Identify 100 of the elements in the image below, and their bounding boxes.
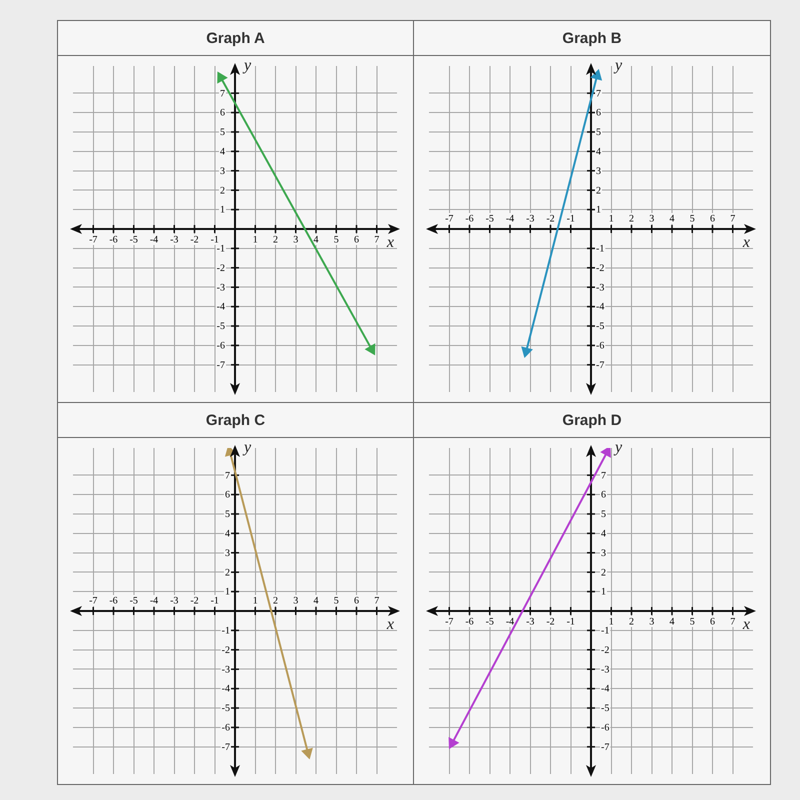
x-tick-label: 2 xyxy=(629,616,634,628)
y-tick-label: 3 xyxy=(220,166,224,177)
y-tick-label: 6 xyxy=(601,490,606,501)
y-tick-label: 2 xyxy=(224,567,230,578)
x-tick-label: -2 xyxy=(546,214,555,225)
chart-title: Graph C xyxy=(206,412,266,428)
x-tick-label: -5 xyxy=(129,596,138,607)
x-tick-label: 1 xyxy=(252,234,258,246)
x-tick-label: -7 xyxy=(445,616,454,628)
x-tick-label: 5 xyxy=(690,214,695,225)
x-tick-label: 1 xyxy=(252,596,258,607)
y-tick-label: 7 xyxy=(224,470,230,482)
x-tick-label: 5 xyxy=(333,234,338,246)
y-tick-label: -1 xyxy=(596,244,604,255)
chart-title: Graph B xyxy=(562,30,622,46)
x-tick-label: 4 xyxy=(670,214,674,225)
x-tick-label: 6 xyxy=(710,214,715,225)
x-tick-label: -5 xyxy=(129,234,138,246)
x-tick-label: -4 xyxy=(506,214,514,225)
y-tick-label: 7 xyxy=(220,88,224,100)
x-tick-label: 4 xyxy=(313,596,318,607)
x-tick-label: 2 xyxy=(272,596,278,607)
x-tick-label: 6 xyxy=(710,616,715,628)
x-tick-label: -2 xyxy=(190,596,198,607)
y-tick-label: -3 xyxy=(221,664,230,676)
y-tick-label: -5 xyxy=(216,321,225,332)
x-axis-title: x xyxy=(742,234,750,252)
y-tick-label: -7 xyxy=(221,742,230,753)
y-tick-label: -4 xyxy=(596,302,604,313)
y-tick-label: 6 xyxy=(224,490,230,501)
y-tick-label: 7 xyxy=(596,88,601,100)
y-tick-label: 6 xyxy=(220,108,224,119)
y-tick-label: 1 xyxy=(220,204,224,216)
x-tick-label: -4 xyxy=(506,616,514,628)
y-tick-label: -6 xyxy=(221,722,230,734)
x-tick-label: -2 xyxy=(546,616,555,628)
y-tick-label: -1 xyxy=(600,626,610,637)
y-tick-label: 3 xyxy=(601,548,606,559)
x-tick-label: 7 xyxy=(730,214,736,225)
y-tick-label: -4 xyxy=(221,684,230,695)
y-tick-label: -7 xyxy=(596,360,604,371)
y-tick-label: -3 xyxy=(596,282,604,294)
y-tick-label: -7 xyxy=(216,360,225,371)
y-tick-label: -2 xyxy=(221,644,230,656)
x-tick-label: -3 xyxy=(170,234,178,246)
y-axis-title: y xyxy=(241,439,252,456)
x-tick-label: 3 xyxy=(292,596,298,607)
y-tick-label: 5 xyxy=(220,127,224,138)
y-tick-label: 4 xyxy=(596,146,601,158)
y-tick-label: -5 xyxy=(596,321,604,332)
x-tick-label: 5 xyxy=(690,616,695,628)
y-tick-label: 6 xyxy=(596,108,601,119)
y-tick-label: 1 xyxy=(224,586,230,598)
y-tick-label: -6 xyxy=(216,340,225,352)
y-tick-label: -3 xyxy=(216,282,225,294)
x-tick-label: 7 xyxy=(730,616,736,628)
x-tick-label: 2 xyxy=(272,234,278,246)
x-tick-label: 3 xyxy=(649,616,654,628)
y-tick-label: 5 xyxy=(224,509,230,520)
x-tick-label: -3 xyxy=(526,214,534,225)
x-axis-title: x xyxy=(742,616,750,634)
y-tick-label: -4 xyxy=(600,684,610,695)
x-tick-label: -5 xyxy=(486,616,494,628)
x-tick-label: -4 xyxy=(149,234,158,246)
y-tick-label: -1 xyxy=(221,626,230,637)
y-axis-title: y xyxy=(612,439,623,456)
y-tick-label: 1 xyxy=(596,204,601,216)
x-tick-label: 6 xyxy=(354,596,358,607)
y-tick-label: -2 xyxy=(596,262,604,274)
x-tick-label: -4 xyxy=(149,596,158,607)
y-tick-label: -5 xyxy=(221,703,230,714)
x-axis-title: x xyxy=(385,234,394,252)
y-axis-title: y xyxy=(612,57,623,74)
y-tick-label: 5 xyxy=(601,509,606,520)
x-tick-label: -7 xyxy=(445,214,454,225)
x-tick-label: 5 xyxy=(333,596,338,607)
y-axis-title: y xyxy=(241,57,252,74)
x-tick-label: -1 xyxy=(566,616,575,628)
y-tick-label: 4 xyxy=(601,528,606,540)
y-tick-label: 2 xyxy=(601,567,606,578)
x-tick-label: -6 xyxy=(108,234,118,246)
y-tick-label: -1 xyxy=(216,244,225,255)
y-tick-label: 3 xyxy=(596,166,601,177)
y-tick-label: 5 xyxy=(596,127,601,138)
x-tick-label: 3 xyxy=(649,214,654,225)
x-tick-label: -7 xyxy=(88,234,97,246)
x-tick-label: -3 xyxy=(170,596,178,607)
x-tick-label: -3 xyxy=(526,616,534,628)
x-tick-label: 4 xyxy=(313,234,318,246)
x-tick-label: 6 xyxy=(354,234,358,246)
x-tick-label: -2 xyxy=(190,234,198,246)
chart-title: Graph D xyxy=(562,412,622,428)
x-tick-label: 4 xyxy=(670,616,674,628)
x-tick-label: 3 xyxy=(292,234,298,246)
x-tick-label: -7 xyxy=(88,596,97,607)
y-tick-label: 4 xyxy=(220,146,224,158)
y-tick-label: 3 xyxy=(224,548,230,559)
y-tick-label: -2 xyxy=(600,644,610,656)
x-axis-title: x xyxy=(385,616,394,634)
y-tick-label: 2 xyxy=(596,185,601,196)
